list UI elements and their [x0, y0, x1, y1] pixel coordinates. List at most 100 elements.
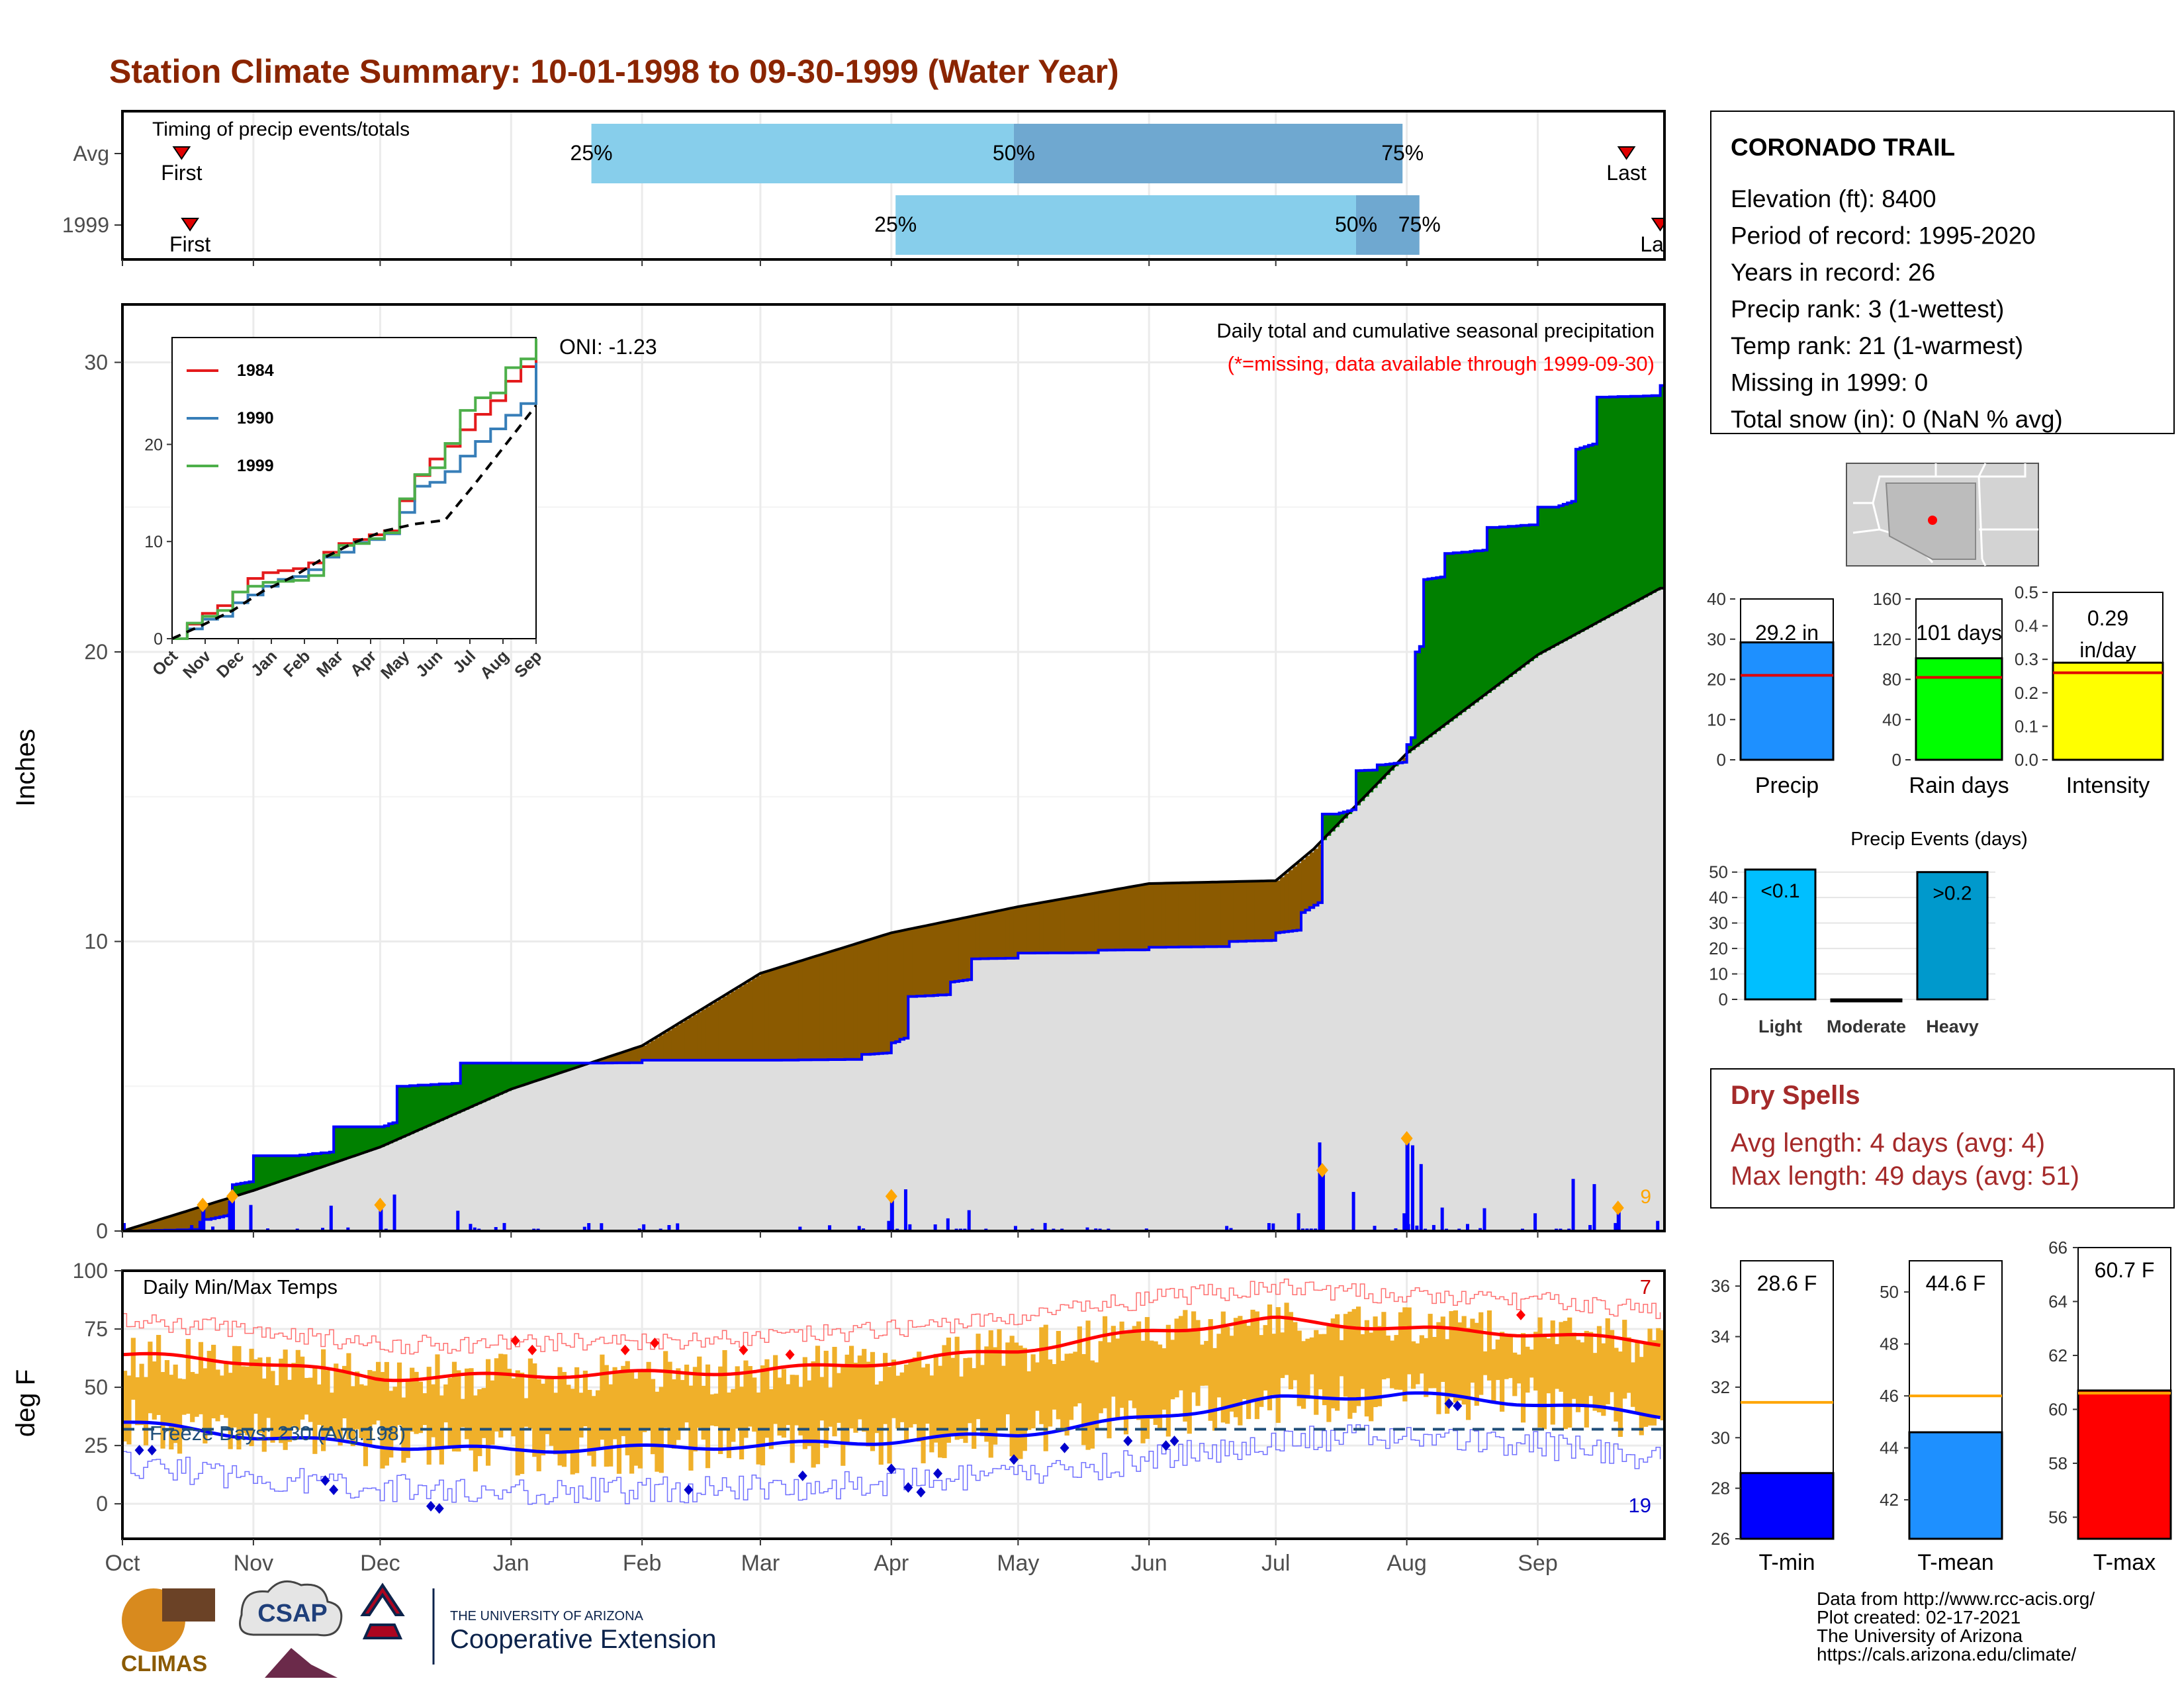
daily-temp-bar — [1639, 1357, 1644, 1436]
extreme-event-marker — [1316, 1163, 1328, 1178]
below-average-fill — [1085, 894, 1091, 953]
extreme-event-marker — [885, 1189, 897, 1204]
daily-temp-bar — [895, 1375, 901, 1429]
below-average-fill — [650, 1040, 655, 1060]
daily-temp-bar — [1305, 1338, 1310, 1399]
daily-temp-bar — [122, 1371, 128, 1441]
daily-temp-bar — [1390, 1340, 1395, 1389]
temp-summary-y-tick-label: 26 — [1711, 1529, 1730, 1549]
daily-temp-bar — [1364, 1320, 1369, 1417]
csap-cloud-icon — [239, 1580, 343, 1637]
daily-temp-bar — [616, 1371, 622, 1474]
daily-precip-bar — [1318, 1142, 1322, 1231]
below-average-fill — [1309, 852, 1314, 908]
daily-temp-bar — [883, 1353, 888, 1424]
daily-temp-bar — [1330, 1318, 1336, 1408]
above-average-fill — [426, 1085, 432, 1127]
daily-temp-bar — [160, 1372, 165, 1449]
daily-temp-bar — [502, 1354, 508, 1428]
daily-precip-bar — [211, 1226, 215, 1231]
daily-temp-bar — [1398, 1312, 1404, 1390]
station-name: CORONADO TRAIL — [1731, 134, 1955, 161]
below-average-fill — [933, 924, 938, 995]
above-average-fill — [346, 1126, 351, 1159]
extreme-event-marker — [1612, 1201, 1624, 1215]
temp-summary-y-tick-label: 36 — [1711, 1276, 1730, 1296]
daily-temp-bar — [249, 1348, 254, 1447]
above-average-fill — [523, 1063, 529, 1085]
temp-panel-border — [121, 1269, 1666, 1540]
above-average-fill — [1559, 506, 1564, 644]
record-low-marker — [1009, 1454, 1019, 1465]
record-low-marker — [797, 1470, 807, 1481]
inset-background — [171, 337, 537, 639]
daily-temp-bar — [942, 1345, 947, 1459]
daily-temp-bar — [1026, 1371, 1032, 1430]
above-average-fill — [1647, 396, 1653, 596]
daily-temp-bar — [266, 1357, 271, 1418]
daily-temp-bar — [253, 1359, 259, 1414]
summary-bar-value-label: 0.29 — [2087, 606, 2128, 630]
above-average-fill — [1453, 553, 1458, 719]
daily-temp-bar — [1457, 1322, 1463, 1401]
daily-temp-bar — [1482, 1351, 1488, 1375]
daily-temp-bar — [1165, 1324, 1171, 1437]
below-average-fill — [198, 1207, 203, 1230]
daily-precip-bar — [346, 1227, 350, 1231]
daily-temp-bar — [346, 1353, 351, 1440]
daily-precip-bar — [1571, 1179, 1575, 1231]
daily-temp-bar — [1161, 1348, 1167, 1410]
daily-temp-bar — [405, 1378, 410, 1458]
daily-temp-bar — [173, 1364, 178, 1443]
daily-temp-bar — [1533, 1332, 1539, 1391]
daily-precip-bar — [676, 1223, 680, 1231]
daily-temp-bar — [819, 1377, 825, 1421]
inset-y-tick-label: 20 — [144, 435, 163, 454]
daily-temp-bar — [520, 1372, 525, 1475]
record-low-marker — [1060, 1442, 1069, 1453]
record-low-marker — [1123, 1436, 1133, 1447]
daily-temp-bar — [958, 1376, 964, 1440]
above-average-fill — [1639, 396, 1644, 600]
daily-precip-bar — [1394, 1228, 1398, 1231]
daily-temp-bar — [206, 1351, 212, 1432]
daily-temp-bar — [1297, 1330, 1302, 1406]
temp-summary-y-tick-label: 58 — [2048, 1453, 2068, 1473]
daily-temp-bar — [933, 1353, 938, 1443]
daily-temp-bar — [308, 1377, 314, 1422]
summary-y-tick-label: 0.2 — [2015, 683, 2038, 703]
below-average-fill — [1183, 882, 1188, 947]
temp-summary-label: T-min — [1759, 1550, 1815, 1575]
daily-temp-bar — [367, 1370, 373, 1445]
daily-temp-bar — [410, 1367, 415, 1432]
below-average-fill — [979, 914, 985, 959]
below-average-fill — [148, 1223, 153, 1231]
daily-temp-bar — [312, 1367, 318, 1454]
below-average-fill — [1077, 896, 1082, 953]
below-average-fill — [976, 915, 981, 959]
daily-precip-bar — [903, 1189, 907, 1231]
daily-temp-bar — [126, 1375, 132, 1445]
above-average-fill — [240, 1183, 246, 1195]
above-average-fill — [1500, 527, 1505, 684]
daily-temp-bar — [798, 1387, 803, 1436]
daily-precip-bar — [494, 1227, 498, 1231]
daily-temp-bar — [1052, 1364, 1057, 1410]
above-average-fill — [1457, 553, 1463, 715]
below-average-fill — [1136, 886, 1142, 950]
above-average-fill — [1385, 764, 1390, 775]
above-average-fill — [549, 1063, 554, 1077]
below-average-fill — [621, 1052, 626, 1063]
above-average-fill — [396, 1086, 402, 1140]
daily-temp-bar — [929, 1375, 934, 1453]
temp-y-tick-label: 0 — [96, 1492, 108, 1516]
daily-temp-bar — [587, 1389, 592, 1456]
daily-temp-bar — [435, 1354, 440, 1451]
below-average-fill — [857, 943, 862, 1060]
above-average-fill — [274, 1156, 279, 1183]
below-average-fill — [143, 1224, 148, 1231]
below-average-fill — [938, 923, 943, 995]
daily-temp-bar — [152, 1361, 157, 1420]
daily-temp-bar — [396, 1362, 402, 1426]
